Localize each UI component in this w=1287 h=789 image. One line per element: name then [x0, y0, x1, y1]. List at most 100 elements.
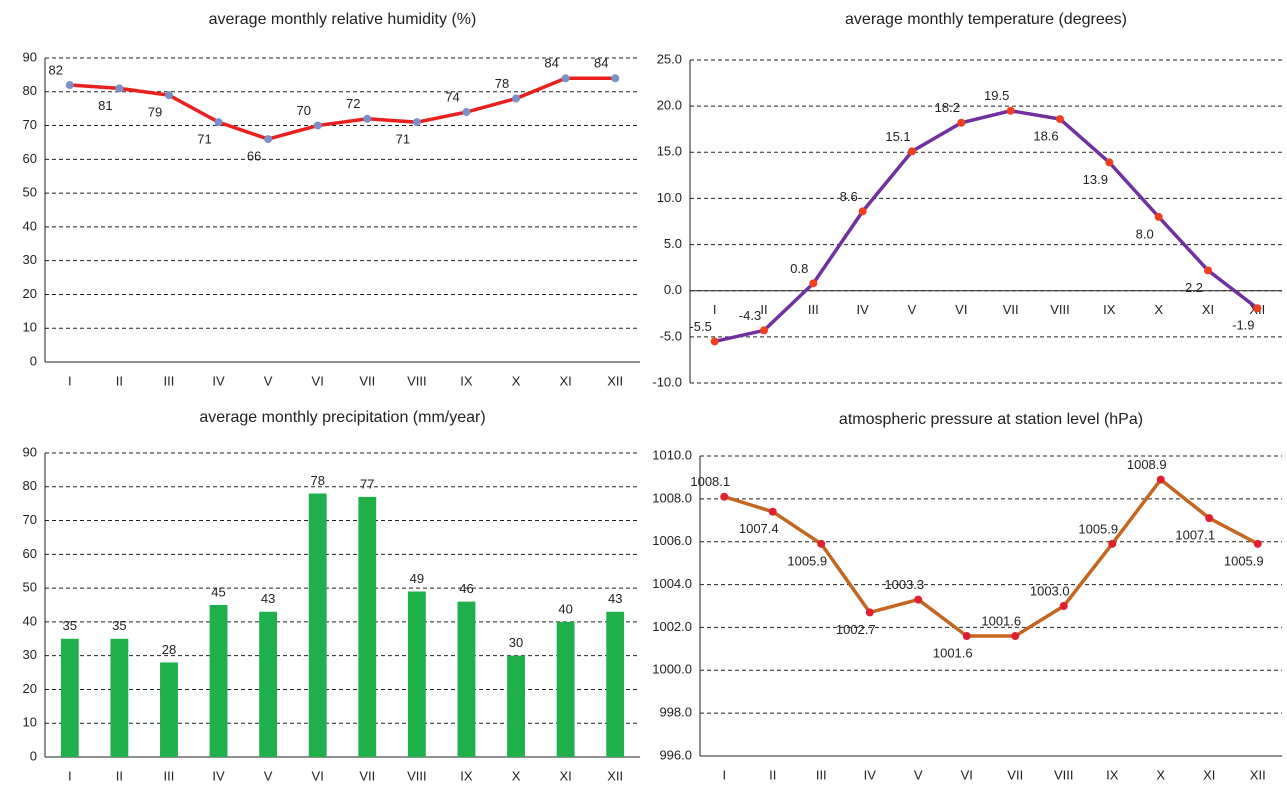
x-tick-label: VII [1007, 767, 1023, 782]
line [714, 108, 1259, 344]
bar [160, 662, 178, 757]
x-tick-label: VII [1003, 302, 1019, 317]
y-tick-label: 5.0 [664, 236, 682, 251]
y-tick-label: 20 [23, 286, 37, 301]
data-label: 70 [296, 103, 310, 118]
marker [768, 507, 777, 516]
x-tick-label: XI [559, 373, 571, 388]
x-tick-label: XI [1203, 767, 1215, 782]
line [69, 76, 616, 141]
y-tick-label: 10.0 [657, 190, 682, 205]
data-label: 1001.6 [981, 613, 1021, 628]
y-tick-label: 50 [23, 580, 37, 595]
y-tick-label: 996.0 [659, 747, 692, 762]
y-tick-label: 80 [23, 478, 37, 493]
data-label: -4.3 [739, 308, 761, 323]
y-tick-label: 70 [23, 117, 37, 132]
data-label: 19.5 [984, 88, 1009, 103]
data-label: 40 [558, 601, 572, 616]
marker [1156, 475, 1165, 484]
data-label: 78 [310, 473, 324, 488]
y-tick-label: 1010.0 [652, 447, 692, 462]
data-label: 79 [148, 105, 162, 120]
y-tick-label: 998.0 [659, 705, 692, 720]
y-tick-label: 70 [23, 512, 37, 527]
bar [358, 496, 377, 757]
marker [462, 108, 471, 117]
x-tick-label: V [908, 302, 917, 317]
marker [1205, 514, 1214, 523]
marker [1056, 115, 1064, 124]
marker [1154, 212, 1163, 221]
data-label: 35 [63, 618, 77, 633]
x-tick-label: VI [312, 768, 324, 783]
data-label: 30 [509, 635, 523, 650]
data-label: 72 [346, 96, 360, 111]
data-label: 18.2 [935, 100, 960, 115]
x-tick-label: V [264, 373, 273, 388]
y-tick-label: 0.0 [664, 282, 682, 297]
x-tick-label: IV [212, 373, 225, 388]
data-label: 71 [396, 132, 410, 147]
y-tick-label: 1002.0 [652, 619, 692, 634]
x-tick-label: VII [359, 768, 375, 783]
bar [606, 611, 625, 757]
data-label: 1005.9 [787, 553, 827, 568]
x-tick-label: X [512, 768, 521, 783]
bar [407, 591, 426, 757]
x-tick-label: VIII [1054, 767, 1074, 782]
x-tick-label: XII [607, 768, 623, 783]
y-tick-label: 30 [23, 252, 37, 267]
data-label: 13.9 [1083, 172, 1108, 187]
marker [561, 74, 570, 83]
x-tick-label: III [164, 768, 175, 783]
data-label: 1005.9 [1078, 521, 1118, 536]
marker [611, 74, 620, 83]
marker [1006, 106, 1015, 115]
y-tick-label: 60 [23, 546, 37, 561]
y-tick-label: 50 [23, 185, 37, 200]
marker [363, 114, 372, 123]
data-label: 8.6 [840, 189, 858, 204]
y-tick-label: 10 [23, 715, 37, 730]
marker [957, 118, 966, 127]
data-label: 1005.9 [1224, 553, 1264, 568]
x-tick-label: VI [955, 302, 967, 317]
x-tick-label: V [264, 768, 273, 783]
marker [760, 326, 768, 335]
marker [809, 279, 818, 288]
data-label: 15.1 [885, 129, 910, 144]
x-tick-label: XII [1250, 767, 1266, 782]
x-tick-label: X [1156, 767, 1165, 782]
x-tick-label: IX [460, 768, 473, 783]
x-tick-label: III [808, 302, 819, 317]
marker [1204, 266, 1212, 275]
y-tick-label: 40 [23, 218, 37, 233]
x-tick-label: I [722, 767, 726, 782]
chart-title: average monthly relative humidity (%) [209, 11, 477, 28]
data-label: 66 [247, 149, 261, 164]
y-tick-label: 40 [23, 613, 37, 628]
marker [115, 84, 124, 93]
y-tick-label: 10 [23, 320, 37, 335]
y-tick-label: 60 [23, 151, 37, 166]
x-tick-label: IX [1106, 767, 1119, 782]
y-tick-label: 90 [23, 444, 37, 459]
x-tick-label: III [816, 767, 827, 782]
y-tick-label: 25.0 [657, 51, 682, 66]
marker [512, 94, 521, 103]
data-label: 1007.1 [1175, 528, 1215, 543]
bar [110, 638, 129, 757]
marker [908, 147, 916, 156]
marker [214, 118, 223, 127]
x-tick-label: V [914, 767, 923, 782]
y-tick-label: -10.0 [652, 374, 682, 389]
y-tick-label: 1006.0 [652, 533, 692, 548]
marker [412, 118, 421, 127]
marker [858, 207, 867, 216]
data-label: 0.8 [790, 261, 808, 276]
marker [264, 135, 273, 144]
data-label: 1007.4 [739, 521, 779, 536]
data-label: 35 [112, 618, 126, 633]
x-tick-label: II [116, 768, 123, 783]
